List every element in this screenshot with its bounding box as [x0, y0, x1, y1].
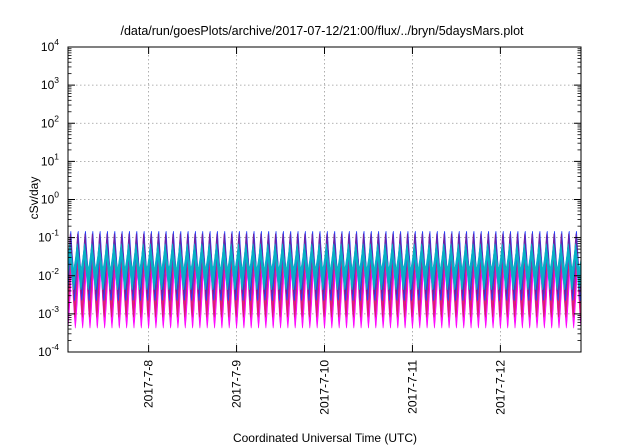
- y-tick-label: 104: [41, 37, 59, 54]
- x-tick-label: 2017-7-10: [318, 360, 332, 415]
- y-tick-label: 10-2: [38, 266, 59, 283]
- y-tick-label: 10-1: [38, 228, 59, 245]
- y-tick-label: 103: [41, 75, 59, 92]
- x-tick-label: 2017-7-12: [493, 360, 507, 415]
- y-axis-label: cSv/day: [27, 177, 41, 220]
- x-tick-label: 2017-7-9: [230, 360, 244, 408]
- x-tick-label: 2017-7-8: [142, 360, 156, 408]
- y-tick-label: 10-3: [38, 304, 59, 321]
- y-tick-label: 101: [41, 151, 59, 168]
- axis-ticks: 10-4 10-3 10-2 10-1 100 101 102 103 104 2017-7-8 2…: [38, 37, 581, 415]
- chart-title: /data/run/goesPlots/archive/2017-07-12/2…: [120, 24, 524, 38]
- y-tick-label: 100: [41, 190, 59, 207]
- y-tick-label: 102: [41, 113, 59, 130]
- y-tick-label: 10-4: [38, 342, 59, 359]
- x-axis-label: Coordinated Universal Time (UTC): [233, 431, 417, 445]
- x-tick-label: 2017-7-11: [405, 360, 419, 414]
